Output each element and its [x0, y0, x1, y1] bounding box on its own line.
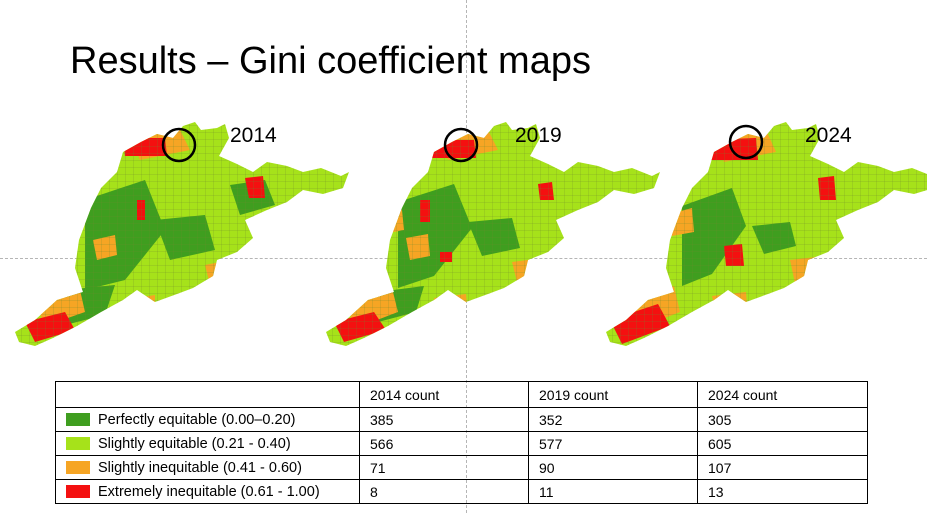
count-cell-2024: 13 [697, 479, 868, 504]
map-year-label: 2024 [805, 124, 852, 147]
category-label: Perfectly equitable (0.00–0.20) [98, 411, 296, 428]
count-cell-2024: 107 [697, 455, 868, 480]
category-cell: Perfectly equitable (0.00–0.20) [55, 407, 360, 432]
slide-title: Results – Gini coefficient maps [70, 40, 591, 82]
table-header-cell: 2019 count [528, 381, 698, 408]
count-cell-2014: 566 [359, 431, 529, 456]
table-row: Slightly inequitable (0.41 - 0.60) 71 90… [55, 455, 868, 480]
map-graphic [606, 122, 927, 346]
table-row: Perfectly equitable (0.00–0.20) 385 352 … [55, 407, 868, 432]
category-cell: Slightly inequitable (0.41 - 0.60) [55, 455, 360, 480]
legend-swatch [66, 485, 90, 499]
legend-swatch [66, 437, 90, 451]
table-row: Extremely inequitable (0.61 - 1.00) 8 11… [55, 479, 868, 504]
count-cell-2019: 352 [528, 407, 698, 432]
count-cell-2014: 71 [359, 455, 529, 480]
count-cell-2019: 90 [528, 455, 698, 480]
category-cell: Extremely inequitable (0.61 - 1.00) [55, 479, 360, 504]
category-label: Slightly inequitable (0.41 - 0.60) [98, 459, 302, 476]
table-header-row: 2014 count 2019 count 2024 count [55, 381, 868, 408]
count-cell-2024: 605 [697, 431, 868, 456]
category-label: Extremely inequitable (0.61 - 1.00) [98, 483, 320, 500]
map-year-label: 2019 [515, 124, 562, 147]
count-cell-2019: 577 [528, 431, 698, 456]
gini-map-2019 [316, 90, 668, 365]
count-cell-2014: 8 [359, 479, 529, 504]
count-cell-2014: 385 [359, 407, 529, 432]
count-cell-2024: 305 [697, 407, 868, 432]
table-header-cell [55, 381, 360, 408]
table-header-cell: 2014 count [359, 381, 529, 408]
table-header-cell: 2024 count [697, 381, 868, 408]
gini-map-2014 [5, 90, 357, 365]
legend-swatch [66, 461, 90, 475]
map-graphic [15, 122, 349, 346]
map-year-label: 2014 [230, 124, 277, 147]
gini-count-table: 2014 count 2019 count 2024 count Perfect… [55, 381, 868, 504]
legend-swatch [66, 413, 90, 427]
table-row: Slightly equitable (0.21 - 0.40) 566 577… [55, 431, 868, 456]
gini-map-2024 [596, 90, 927, 365]
count-cell-2019: 11 [528, 479, 698, 504]
category-cell: Slightly equitable (0.21 - 0.40) [55, 431, 360, 456]
map-graphic [326, 122, 660, 346]
category-label: Slightly equitable (0.21 - 0.40) [98, 435, 291, 452]
